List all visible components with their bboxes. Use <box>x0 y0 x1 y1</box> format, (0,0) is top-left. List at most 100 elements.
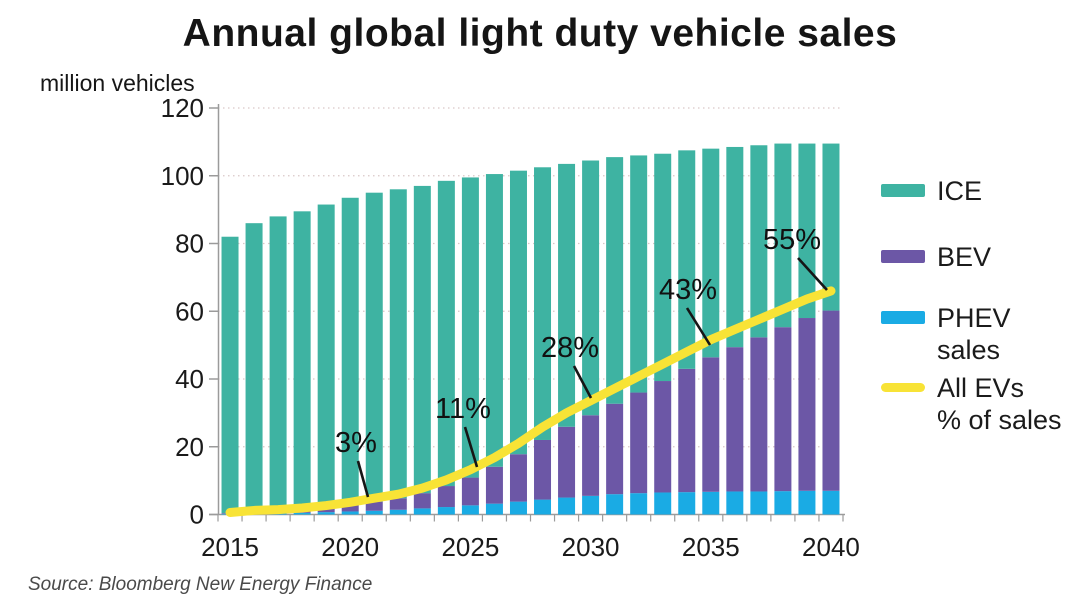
bar-phev-2031 <box>606 494 624 515</box>
ev-share-line <box>225 286 836 517</box>
bar-bev-2038 <box>774 327 792 492</box>
bar-bev-2021 <box>365 501 383 511</box>
bar-ice-2015 <box>221 236 239 514</box>
bar-ice-2026 <box>485 174 503 467</box>
bar-ice-2036 <box>726 146 744 348</box>
bar-phev-2037 <box>750 491 768 515</box>
legend-item-ice: ICE <box>881 176 982 208</box>
source-note: Source: Bloomberg New Energy Finance <box>28 574 373 595</box>
bar-bev-2022 <box>389 498 407 510</box>
y-tick-label: 0 <box>190 500 204 530</box>
y-tick-label: 100 <box>161 161 204 191</box>
annotation-leader-2020 <box>356 460 370 498</box>
bar-bev-2034 <box>678 368 696 493</box>
bar-ice-2023 <box>413 185 431 494</box>
bar-phev-2019 <box>317 512 335 515</box>
bar-phev-2032 <box>630 493 648 515</box>
legend-label-all-evs: All EVs <box>937 373 1025 403</box>
bar-bev-2031 <box>606 403 624 495</box>
bar-ice-2033 <box>654 153 672 382</box>
legend-swatch-bev <box>881 250 925 263</box>
bar-phev-2033 <box>654 492 672 515</box>
legend-item-all-evs: All EVs% of sales <box>881 373 1062 437</box>
annotation-label-2030: 28% <box>541 332 599 364</box>
legend-swatch-all-evs <box>881 383 925 392</box>
bar-ice-2034 <box>678 150 696 369</box>
bar-ice-2021 <box>365 192 383 502</box>
bar-ice-2028 <box>534 167 552 440</box>
legend-swatch-phev <box>881 311 925 324</box>
bar-ice-2024 <box>437 180 455 487</box>
bar-bev-2023 <box>413 493 431 509</box>
bar-ice-2031 <box>606 157 624 404</box>
bar-phev-2022 <box>389 509 407 515</box>
bar-bev-2037 <box>750 337 768 492</box>
bar-phev-2021 <box>365 510 383 515</box>
x-tick-label: 2015 <box>201 532 259 562</box>
y-tick-label: 80 <box>175 229 204 259</box>
bar-ice-2038 <box>774 143 792 328</box>
annotation-leader-2040 <box>797 257 828 291</box>
y-axis-title: million vehicles <box>40 70 195 96</box>
legend-item-phev: PHEV sales <box>881 303 1011 367</box>
bar-bev-2024 <box>437 486 455 508</box>
bar-phev-2038 <box>774 491 792 515</box>
bar-bev-2030 <box>582 415 600 496</box>
bar-ice-2027 <box>509 170 527 455</box>
bar-bev-2020 <box>341 505 359 512</box>
bar-bev-2028 <box>534 439 552 500</box>
chart-title: Annual global light duty vehicle sales <box>182 12 898 55</box>
bar-phev-2024 <box>437 507 455 515</box>
x-tick-label: 2020 <box>321 532 379 562</box>
legend-label-all-evs-line2: % of sales <box>937 404 1062 435</box>
bar-phev-2034 <box>678 492 696 515</box>
bar-phev-2027 <box>509 501 527 515</box>
bar-ice-2020 <box>341 197 359 506</box>
bar-ice-2018 <box>293 211 311 510</box>
bar-phev-2023 <box>413 508 431 515</box>
bar-phev-2036 <box>726 491 744 515</box>
bar-bev-2040 <box>822 310 840 491</box>
bar-ice-2025 <box>461 177 479 478</box>
bar-bev-2027 <box>509 454 527 502</box>
legend-swatch-ice <box>881 184 925 197</box>
bar-ice-2030 <box>582 160 600 416</box>
y-tick-label: 120 <box>161 93 204 123</box>
annotation-label-2040: 55% <box>763 224 821 256</box>
legend-label-ice: ICE <box>937 176 983 206</box>
bar-bev-2029 <box>558 426 576 498</box>
legend-item-bev: BEV <box>881 242 991 274</box>
bar-bev-2035 <box>702 357 720 492</box>
bar-phev-2040 <box>822 490 840 515</box>
bar-ice-2037 <box>750 145 768 338</box>
legend-label-phev: PHEV <box>937 303 1011 333</box>
annotation-leader-2025 <box>463 426 479 468</box>
bar-phev-2018 <box>293 512 311 515</box>
y-tick-label: 40 <box>175 364 204 394</box>
bar-ice-2032 <box>630 155 648 393</box>
x-tick-label: 2035 <box>682 532 740 562</box>
bar-bev-2039 <box>798 318 816 491</box>
bar-phev-2020 <box>341 511 359 515</box>
legend-label-phev-line2: sales <box>937 334 1001 365</box>
bar-phev-2035 <box>702 491 720 515</box>
bar-phev-2026 <box>485 503 503 515</box>
annotation-leader-2030 <box>572 365 593 399</box>
y-tick-label: 60 <box>175 296 204 326</box>
x-tick-label: 2025 <box>441 532 499 562</box>
bar-bev-2036 <box>726 347 744 492</box>
x-tick-label: 2040 <box>802 532 860 562</box>
bar-phev-2039 <box>798 490 816 515</box>
bar-ice-2019 <box>317 204 335 508</box>
bar-ice-2022 <box>389 189 407 499</box>
bar-ice-2029 <box>558 163 576 427</box>
annotation-label-2035: 43% <box>659 274 717 306</box>
bar-ice-2035 <box>702 148 720 358</box>
bar-ice-2017 <box>269 216 287 511</box>
bar-bev-2026 <box>485 466 503 504</box>
annotation-leader-2035 <box>685 307 712 346</box>
bar-bev-2032 <box>630 392 648 494</box>
x-tick-label: 2030 <box>562 532 620 562</box>
bar-phev-2030 <box>582 495 600 515</box>
